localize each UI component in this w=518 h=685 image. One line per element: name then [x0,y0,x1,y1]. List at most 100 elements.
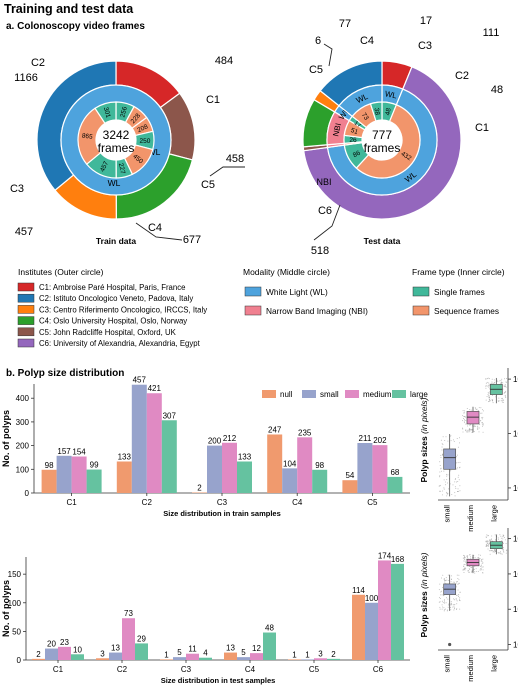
jitter-point [502,534,504,536]
bar-null-C4 [267,434,283,493]
jitter-point [456,467,458,469]
bar-null-C2 [96,658,109,660]
jitter-point [500,537,502,539]
jitter-point [456,603,458,605]
jitter-point [447,474,449,476]
jitter-point [475,408,477,410]
legend-swatch-C3 [17,305,35,314]
legend-area: Institutes (Outer circle) C1: Ambroise P… [17,267,505,348]
jitter-point [454,607,456,609]
jitter-point [452,606,454,608]
jitter-point [442,490,444,492]
jitter-point [486,545,488,547]
jitter-point [473,555,475,557]
jitter-point [456,594,458,596]
jitter-point [504,385,506,387]
jitter-point [489,399,491,401]
jitter-point [465,558,467,560]
jitter-point [465,431,467,433]
jitter-point [446,475,448,477]
jitter-point [442,574,444,576]
jitter-point [477,426,479,428]
legend-institutes: C1: Ambroise Paré Hospital, Paris, Franc… [17,282,207,348]
jitter-point [459,600,461,602]
jitter-point [443,607,445,609]
jitter-point [492,382,494,384]
bar-small-C3 [207,445,222,493]
legend-swatch-C5 [17,327,35,337]
jitter-point [491,378,493,380]
x-tick-label-C5: C5 [309,665,320,674]
jitter-point [471,431,473,433]
jitter-point [457,488,459,490]
jitter-point [470,571,472,573]
jitter-point [438,597,440,599]
jitter-point [443,601,445,603]
jitter-point [446,491,448,493]
test-box-plot: 10⁵ 10⁴ 10³ 10² small medium large Polyp sizes … [419,528,518,682]
jitter-point [493,379,495,381]
jitter-point [444,481,446,483]
jitter-point [480,565,482,567]
jitter-point [500,552,502,554]
y-tick-label: 0 [17,656,22,665]
y-axis-label-main: Polyp sizes [419,589,429,638]
jitter-point [462,420,464,422]
jitter-point [441,594,443,596]
jitter-point [446,492,448,494]
jitter-point [441,494,443,496]
jitter-point [503,550,505,552]
bar-value-label: 421 [148,384,162,393]
bar-value-label: 235 [298,428,312,437]
bar-small-C5 [357,443,373,493]
jitter-point [456,462,458,464]
legend-institutes-heading: Institutes (Outer circle) [18,267,104,277]
jitter-point [439,597,441,599]
jitter-point [463,416,465,418]
middle-ring [61,85,171,195]
jitter-point [438,589,440,591]
jitter-point [446,610,448,612]
y-tick-label: 10⁴ [513,570,518,579]
jitter-point [459,591,461,593]
jitter-point [504,395,506,397]
jitter-point [485,544,487,546]
x-tick-label-C3: C3 [181,665,192,674]
jitter-point [459,597,461,599]
jitter-point [470,556,472,558]
jitter-point [446,579,448,581]
bar-value-label: 29 [137,634,146,643]
legend-frame-heading: Frame type (Inner circle) [412,267,505,277]
outer-value-C4: 77 [339,18,351,30]
jitter-point [503,551,505,553]
jitter-point [450,581,452,583]
bar-value-label: 98 [315,461,324,470]
bar-small-C5 [301,659,314,660]
jitter-point [440,470,442,472]
jitter-point [447,609,449,611]
x-tick-label-C3: C3 [217,498,228,507]
jitter-point [492,400,494,402]
jitter-point [482,416,484,418]
donut-test-inner-segment-1 [355,104,421,179]
jitter-point [505,386,507,388]
jitter-point [475,568,477,570]
y-axis-label-unit: (in pixels) [419,552,429,589]
bar-value-label: 133 [118,452,132,461]
jitter-point [504,539,506,541]
x-tick-label-C2: C2 [142,498,153,507]
inner-label-0: 256 [119,106,129,119]
jitter-point [463,558,465,560]
jitter-point [464,555,466,557]
jitter-point [466,557,468,559]
bar-value-label: 100 [365,594,379,603]
jitter-point [500,383,502,385]
bar-value-label: 457 [133,376,147,385]
jitter-point [469,409,471,411]
y-axis-label: Polyp sizes (in pixels) [419,552,429,637]
jitter-point [470,424,472,426]
jitter-point [494,381,496,383]
bar-large-C2 [161,420,177,493]
jitter-point [499,380,501,382]
